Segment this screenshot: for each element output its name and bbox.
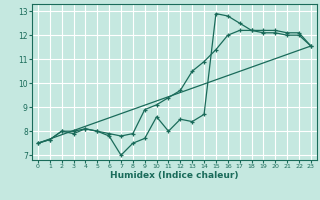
X-axis label: Humidex (Indice chaleur): Humidex (Indice chaleur) [110,171,239,180]
